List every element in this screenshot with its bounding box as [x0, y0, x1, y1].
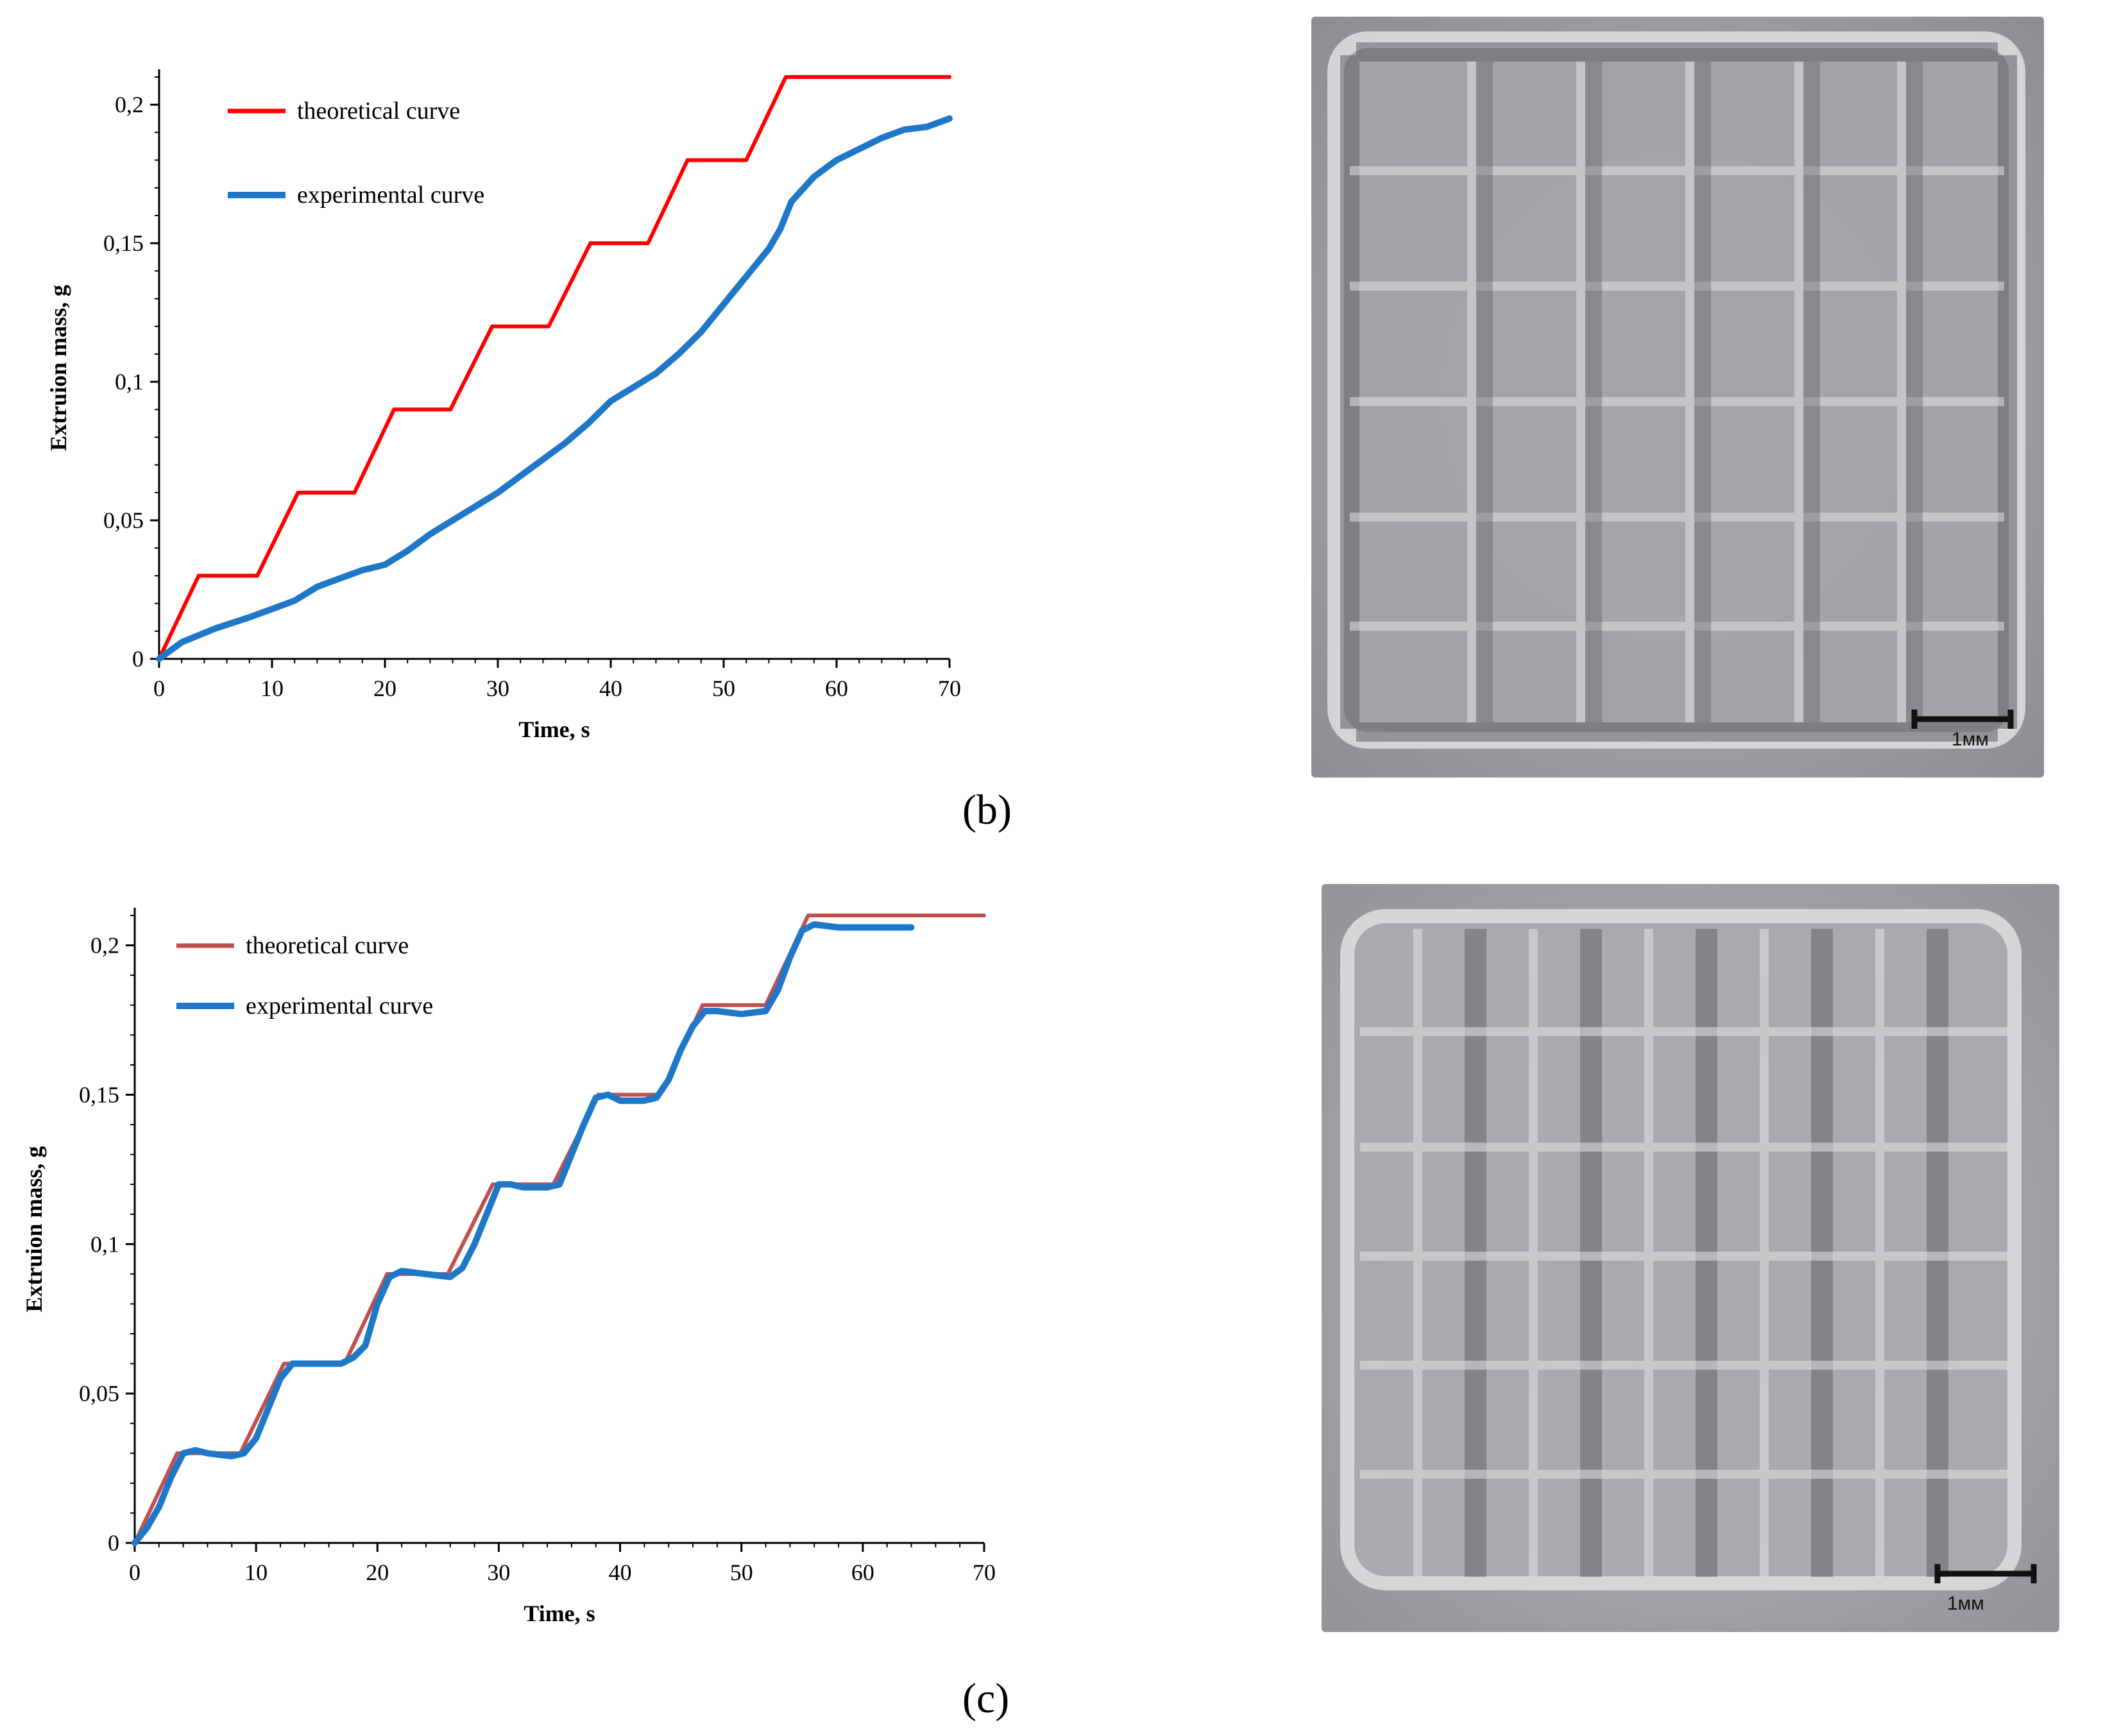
- legend-label-theoretical: theoretical curve: [246, 932, 409, 959]
- scale-bar-label-b: 1мм: [1952, 729, 1989, 750]
- legend-label-experimental: experimental curve: [246, 992, 433, 1019]
- scale-bar-label-c: 1мм: [1947, 1593, 1984, 1614]
- series-line-experimental: [132, 921, 915, 1546]
- legend-label-theoretical: theoretical curve: [297, 98, 460, 124]
- legend-c: theoretical curve experimental curve: [176, 932, 433, 1019]
- scaffold-image-b: [1311, 17, 2044, 778]
- panel-label-b: (b): [962, 787, 1012, 833]
- series-layer-b: [156, 75, 953, 662]
- x-axis-label: Time, s: [524, 1601, 595, 1626]
- x-tick-label: 50: [712, 676, 735, 701]
- y-tick-label: 0,2: [90, 933, 119, 958]
- chart-c: 0 10 20 30 40 50 60 70 0 0,05 0,1 0,15 0,2 Time, s Ext…: [21, 908, 996, 1626]
- x-tick-label: 0: [129, 1560, 140, 1585]
- series-layer-c: [132, 914, 986, 1546]
- x-tick-label: 0: [153, 676, 165, 701]
- x-axis-label: Time, s: [518, 717, 590, 742]
- x-tick-label: 40: [599, 676, 622, 701]
- x-tick-label: 70: [973, 1560, 996, 1585]
- scaffold-photo-b: 1мм: [1311, 17, 2044, 778]
- chart-b: 0 10 20 30 40 50 60 70 0 0,05 0,1 0,15 0,2 Time, s Ext…: [46, 69, 961, 742]
- y-tick-label: 0: [132, 646, 144, 672]
- x-tick-label: 50: [730, 1560, 753, 1585]
- x-tick-label: 20: [373, 676, 396, 701]
- y-tick-label: 0,2: [115, 92, 144, 117]
- x-tick-label: 10: [260, 676, 284, 701]
- y-tick-label: 0,15: [103, 230, 144, 256]
- axes-b: 0 10 20 30 40 50 60 70 0 0,05 0,1 0,15 0,2 Time, s Ext…: [46, 69, 961, 742]
- y-tick-label: 0,1: [90, 1231, 119, 1257]
- y-tick-label: 0,05: [103, 507, 144, 533]
- y-tick-label: 0,1: [115, 369, 144, 395]
- series-line-experimental: [156, 115, 953, 662]
- x-tick-label: 40: [609, 1560, 632, 1585]
- panel-label-c: (c): [962, 1675, 1010, 1722]
- y-axis-label: Extruion mass, g: [21, 1146, 47, 1312]
- y-tick-label: 0: [108, 1530, 119, 1556]
- x-tick-label: 10: [244, 1560, 268, 1585]
- x-tick-label: 60: [851, 1560, 874, 1585]
- x-tick-label: 30: [487, 1560, 510, 1585]
- scaffold-photo-c: 1мм: [1322, 884, 2059, 1632]
- y-tick-label: 0,15: [79, 1082, 119, 1107]
- x-tick-label: 70: [938, 676, 961, 701]
- y-tick-label: 0,05: [79, 1381, 119, 1406]
- scaffold-image-c: [1322, 884, 2059, 1632]
- legend-b: theoretical curve experimental curve: [228, 98, 484, 208]
- x-tick-label: 30: [486, 676, 509, 701]
- legend-label-experimental: experimental curve: [297, 182, 484, 208]
- x-tick-label: 20: [366, 1560, 389, 1585]
- axes-c: 0 10 20 30 40 50 60 70 0 0,05 0,1 0,15 0,2 Time, s Ext…: [21, 908, 996, 1626]
- x-tick-label: 60: [825, 676, 848, 701]
- y-axis-label: Extruion mass, g: [46, 285, 71, 451]
